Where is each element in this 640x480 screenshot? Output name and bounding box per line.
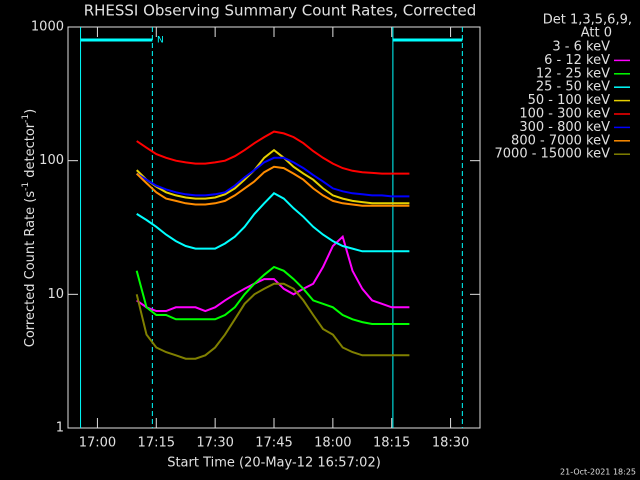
x-tick-label: 17:45 xyxy=(255,436,292,451)
x-tick-label: 18:00 xyxy=(314,436,351,451)
x-tick-label: 17:15 xyxy=(138,436,175,451)
legend-label: 100 - 300 keV xyxy=(519,107,610,122)
legend-label: 300 - 800 keV xyxy=(519,120,610,135)
y-label-part: ) xyxy=(23,109,38,114)
series-line xyxy=(136,156,410,198)
series-line xyxy=(136,130,410,175)
y-tick-label: 1000 xyxy=(31,20,64,35)
y-label-part: -1 xyxy=(21,114,31,123)
y-tick-label: 1 xyxy=(56,421,64,436)
footer: 21-Oct-2021 18:25 xyxy=(560,468,636,477)
y-tick-label: 100 xyxy=(39,153,64,168)
legend-label: 12 - 25 keV xyxy=(536,66,610,81)
chart-title: RHESSI Observing Summary Count Rates, Co… xyxy=(84,2,477,20)
series-line xyxy=(135,265,410,325)
series-line xyxy=(136,165,410,207)
y-tick-label: 10 xyxy=(47,287,64,302)
legend-label: 25 - 50 keV xyxy=(536,80,610,95)
legend-label: 7000 - 15000 keV xyxy=(495,147,611,162)
x-tick-label: 17:30 xyxy=(196,436,233,451)
series-line xyxy=(136,148,410,205)
y-label-part: -1 xyxy=(21,182,31,191)
annotation: N xyxy=(157,35,164,45)
series-line xyxy=(135,282,410,360)
series-line xyxy=(136,258,383,423)
legend-title: Det 1,3,5,6,9, xyxy=(543,13,632,28)
legend-title: Att 0 xyxy=(581,26,612,41)
series-line xyxy=(136,192,410,253)
legend-label: 3 - 6 keV xyxy=(552,40,610,55)
legend-label: 6 - 12 keV xyxy=(544,53,610,68)
x-tick-label: 17:00 xyxy=(79,436,116,451)
y-label-part: Corrected Count Rate (s xyxy=(23,191,38,348)
legend-label: 800 - 7000 keV xyxy=(511,133,610,148)
legend-label: 50 - 100 keV xyxy=(528,93,611,108)
series-line xyxy=(136,234,410,313)
y-label-part: detector xyxy=(23,122,38,182)
x-axis-label: Start Time (20-May-12 16:57:02) xyxy=(167,456,381,471)
x-tick-label: 18:30 xyxy=(432,436,469,451)
y-axis-label: Corrected Count Rate (s-1 detector-1) xyxy=(21,109,38,347)
x-tick-label: 18:15 xyxy=(373,436,410,451)
